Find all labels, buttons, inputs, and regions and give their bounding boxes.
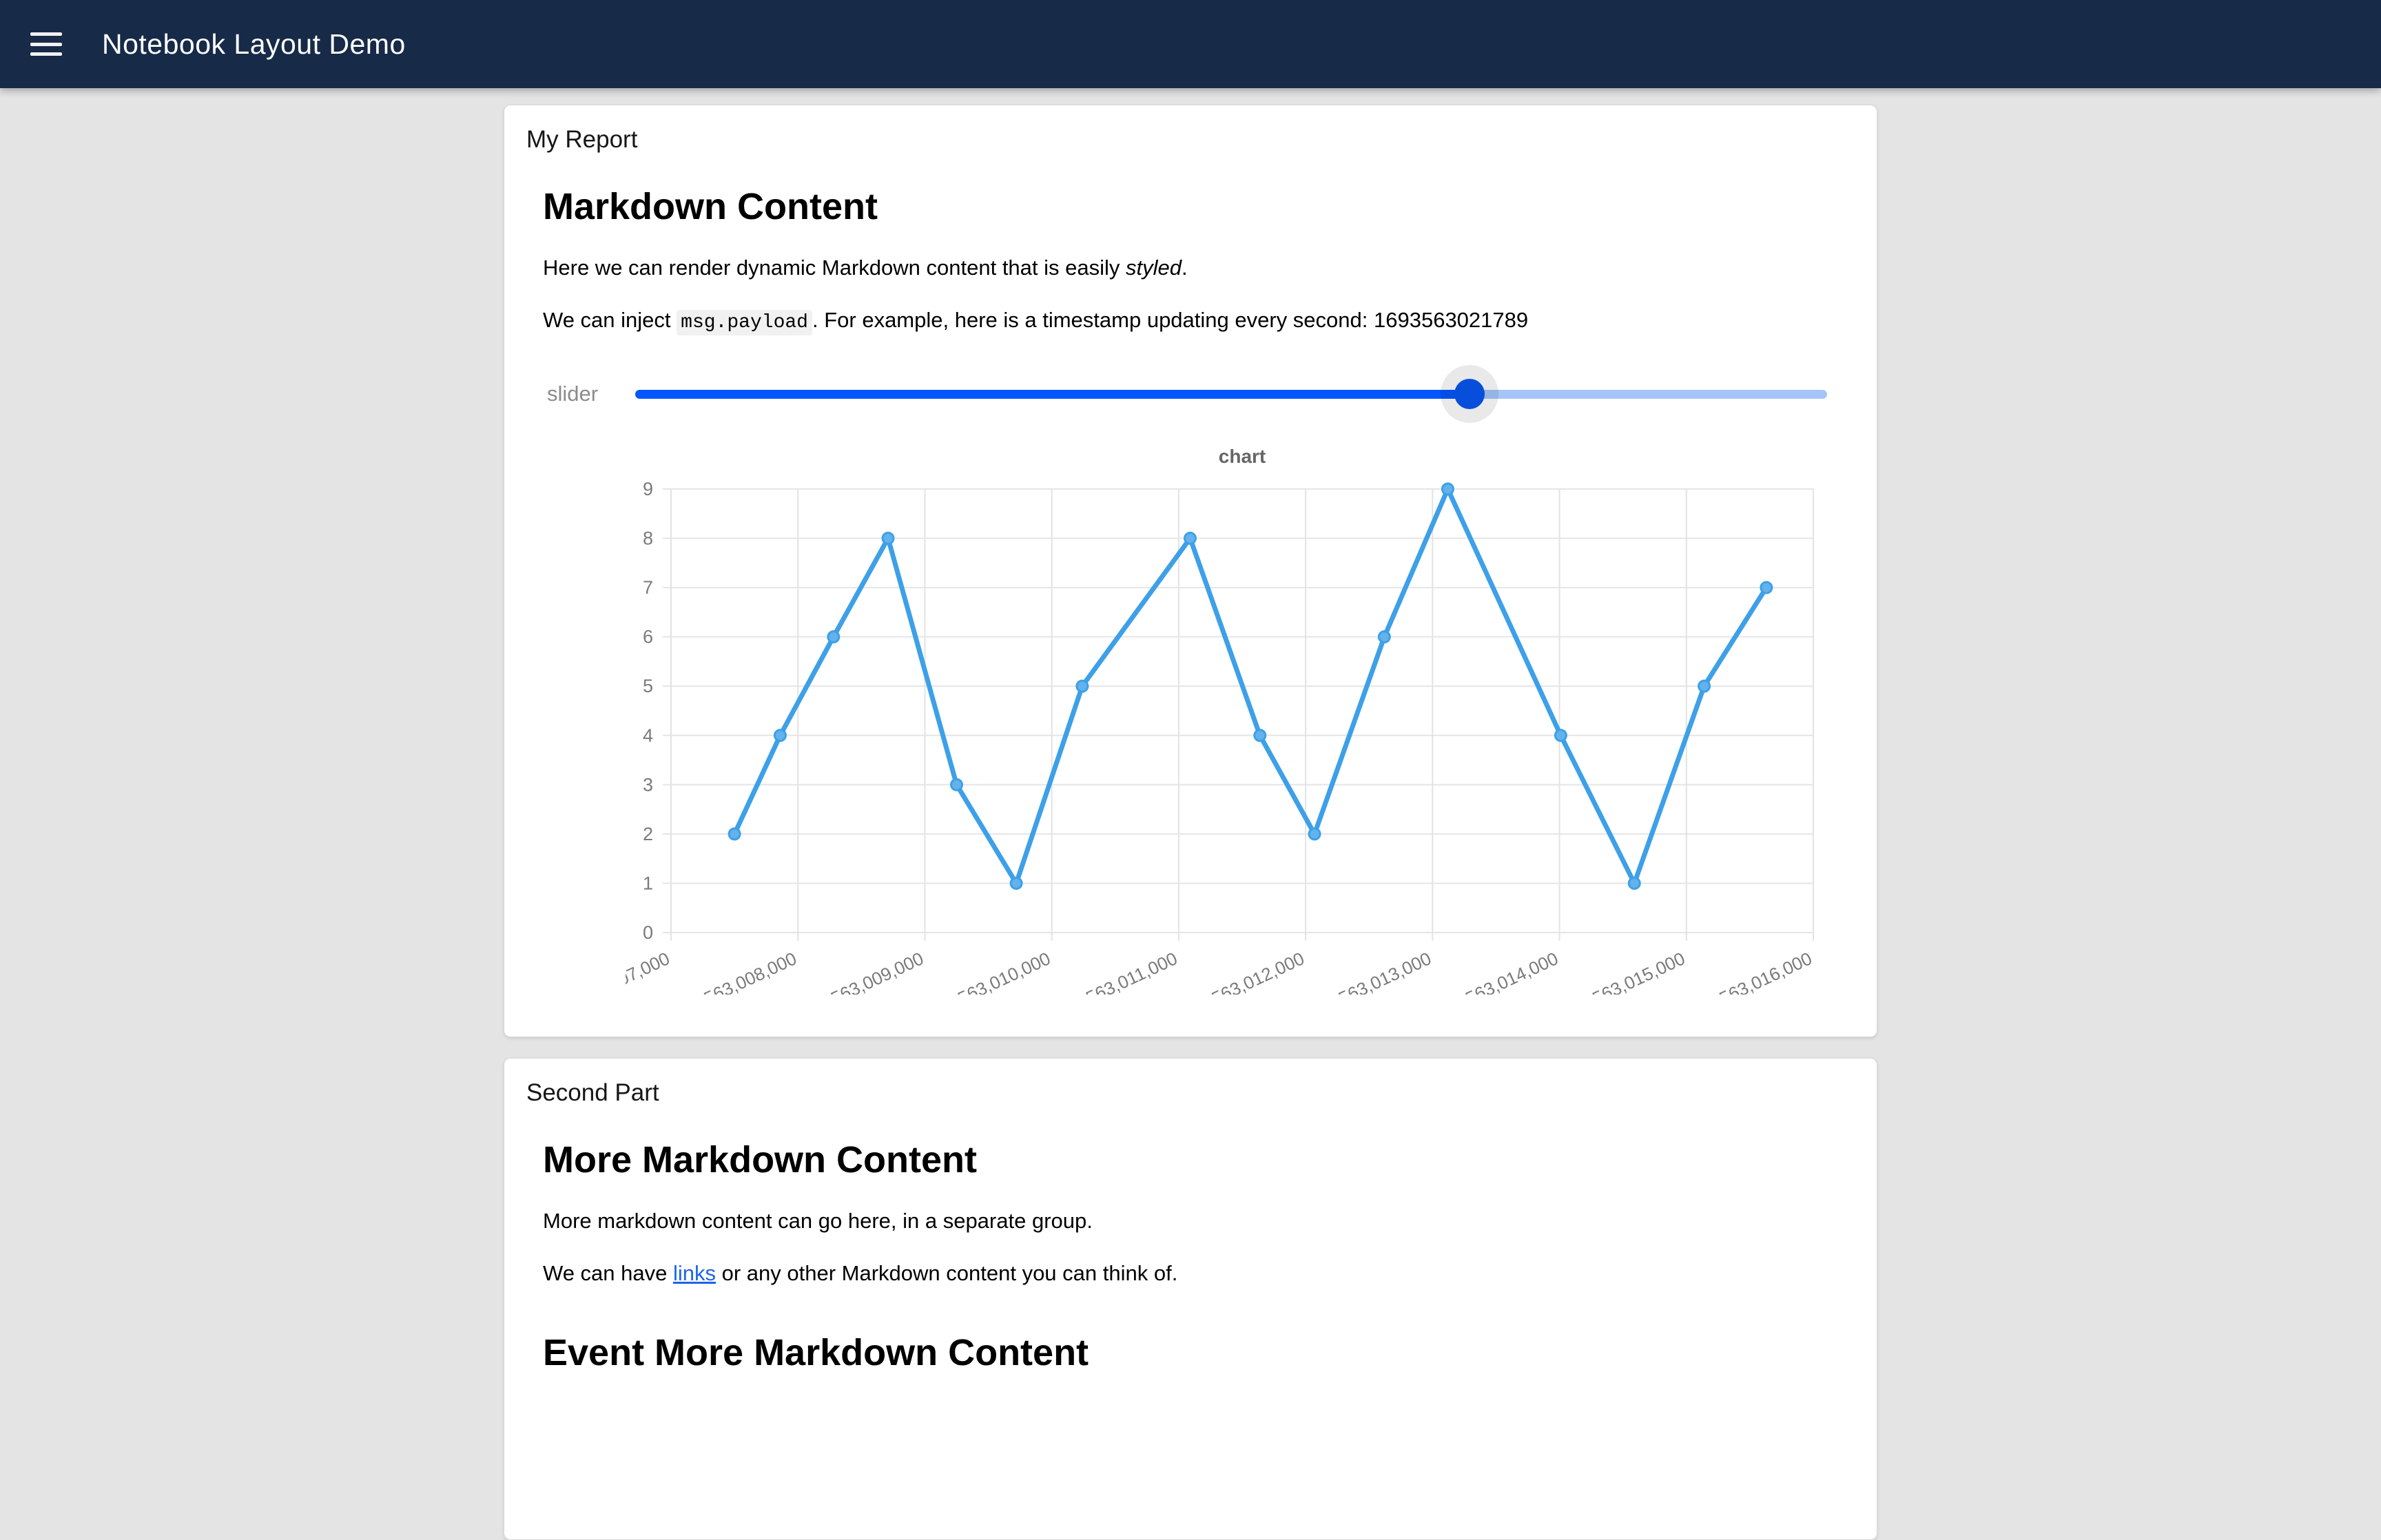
app-title: Notebook Layout Demo bbox=[102, 28, 406, 60]
markdown-block: Markdown Content Here we can render dyna… bbox=[526, 185, 1855, 335]
x-axis-tick-label: 1,693,563,016,000 bbox=[1671, 948, 1815, 995]
data-point bbox=[1253, 729, 1267, 742]
y-axis-tick-label: 3 bbox=[643, 774, 653, 795]
slider-thumb[interactable] bbox=[1454, 379, 1485, 409]
chart-canvas[interactable]: chart01234567891,693,563,007,0001,693,56… bbox=[528, 437, 1824, 1030]
y-axis-tick-label: 1 bbox=[643, 873, 653, 893]
group-title-my-report: My Report bbox=[526, 126, 638, 153]
y-axis-tick-label: 4 bbox=[643, 725, 653, 746]
paragraph-text: . bbox=[1182, 256, 1188, 280]
slider-fill bbox=[635, 389, 1470, 399]
data-point bbox=[1308, 827, 1321, 841]
markdown-paragraph-2: We can inject msg.payload. For example, … bbox=[543, 308, 1834, 335]
chart-widget: chart 0 1 2 3 4 5 6 7 8 9 1,693,563,007,000 1,693,56… bbox=[526, 437, 1855, 1030]
data-point bbox=[728, 827, 741, 841]
data-point bbox=[1009, 876, 1023, 890]
data-point bbox=[1183, 532, 1197, 545]
markdown-heading-3: Event More Markdown Content bbox=[543, 1332, 1089, 1373]
y-axis-tick-label: 0 bbox=[643, 922, 653, 943]
markdown-paragraph-4: We can have links or any other Markdown … bbox=[543, 1261, 1834, 1286]
timestamp-value: 1693563021789 bbox=[1374, 308, 1529, 332]
data-point bbox=[773, 729, 787, 742]
line-series bbox=[732, 486, 1769, 886]
y-axis-tick-label: 2 bbox=[643, 824, 653, 844]
y-axis-tick-label: 6 bbox=[643, 627, 653, 647]
data-point bbox=[1627, 876, 1641, 890]
data-point bbox=[950, 778, 963, 791]
x-axis-tick-label: 1,693,563,007,000 bbox=[626, 948, 673, 995]
y-axis-tick-label: 9 bbox=[643, 479, 653, 499]
x-axis-tick-label: 1,693,563,015,000 bbox=[1544, 948, 1688, 995]
markdown-paragraph-3: More markdown content can go here, in a … bbox=[543, 1209, 1093, 1233]
app-header: Notebook Layout Demo bbox=[0, 0, 2381, 88]
paragraph-text: . For example, here is a timestamp updat… bbox=[812, 308, 1374, 332]
data-point bbox=[1441, 482, 1454, 496]
paragraph-text: or any other Markdown content you can th… bbox=[716, 1261, 1178, 1285]
x-axis-tick-label: 1,693,563,011,000 bbox=[1038, 948, 1180, 995]
data-point bbox=[1698, 679, 1711, 693]
italic-text: styled bbox=[1126, 256, 1182, 280]
inline-code: msg.payload bbox=[677, 310, 812, 335]
x-axis-tick-label: 1,693,563,009,000 bbox=[783, 948, 927, 995]
markdown-paragraph-1: Here we can render dynamic Markdown cont… bbox=[543, 256, 1834, 280]
x-axis-tick-label: 1,693,563,010,000 bbox=[909, 948, 1053, 995]
chart-title: chart bbox=[1219, 446, 1266, 467]
y-axis-tick-label: 8 bbox=[643, 528, 653, 549]
data-point bbox=[1075, 679, 1089, 693]
links-hyperlink[interactable]: links bbox=[672, 1261, 716, 1285]
slider-label: slider bbox=[547, 382, 599, 406]
markdown-heading: Markdown Content bbox=[543, 186, 878, 227]
y-axis-tick-label: 7 bbox=[643, 577, 653, 598]
x-axis-tick-label: 1,693,563,008,000 bbox=[656, 948, 800, 995]
slider-widget: slider bbox=[526, 379, 1855, 409]
markdown-block-2: More Markdown Content More markdown cont… bbox=[526, 1138, 1855, 1374]
data-point bbox=[1760, 581, 1773, 594]
markdown-heading-2: More Markdown Content bbox=[543, 1139, 977, 1180]
data-point bbox=[1554, 729, 1567, 742]
x-axis-tick-label: 1,693,563,014,000 bbox=[1417, 948, 1561, 995]
x-axis-tick-label: 1,693,563,012,000 bbox=[1163, 948, 1307, 995]
slider-track[interactable] bbox=[635, 379, 1827, 409]
menu-icon[interactable] bbox=[30, 32, 62, 56]
paragraph-text: We can have bbox=[543, 1261, 673, 1285]
group-title-second-part: Second Part bbox=[526, 1079, 659, 1106]
data-point bbox=[881, 532, 895, 545]
paragraph-text: We can inject bbox=[543, 308, 677, 332]
data-point bbox=[827, 630, 841, 644]
y-axis-tick-label: 5 bbox=[643, 676, 653, 696]
x-axis-tick-label: 1,693,563,013,000 bbox=[1290, 948, 1434, 995]
data-point bbox=[1377, 630, 1391, 644]
report-card: My Report Markdown Content Here we can r… bbox=[504, 105, 1877, 1037]
second-card: Second Part More Markdown Content More m… bbox=[504, 1058, 1877, 1540]
page-body: My Report Markdown Content Here we can r… bbox=[0, 88, 2381, 1540]
paragraph-text: Here we can render dynamic Markdown cont… bbox=[543, 256, 1126, 280]
